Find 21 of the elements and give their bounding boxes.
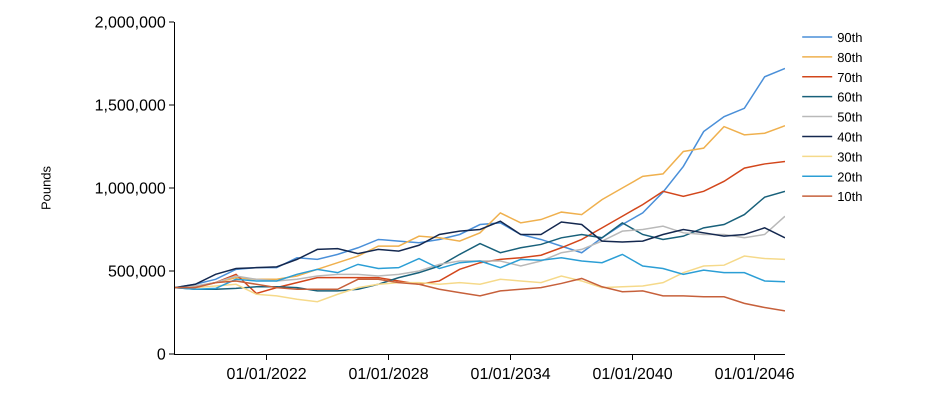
line-series: [175, 278, 785, 312]
x-tick-label: 01/01/2022: [226, 366, 307, 384]
y-tick-label: 1,500,000: [94, 98, 166, 115]
legend-label: 80th: [837, 50, 863, 65]
y-tick-label: 1,000,000: [94, 180, 166, 198]
legend-label: 50th: [837, 110, 863, 125]
legend-label: 60th: [837, 90, 863, 105]
y-tick-label: 2,000,000: [94, 14, 166, 32]
y-tick-label: 0: [156, 346, 166, 364]
legend-label: 70th: [837, 70, 863, 85]
x-tick-label: 01/01/2034: [470, 366, 551, 384]
legend-label: 30th: [837, 149, 863, 164]
y-axis-title: Pounds: [38, 165, 54, 210]
legend-label: 20th: [837, 169, 863, 184]
y-tick-label: 500,000: [108, 264, 166, 281]
legend-label: 10th: [837, 189, 863, 204]
legend-label: 90th: [837, 30, 863, 46]
x-tick-label: 01/01/2040: [592, 366, 673, 384]
legend-label: 40th: [837, 130, 863, 145]
x-tick-label: 01/01/2046: [714, 366, 795, 384]
x-tick-label: 01/01/2028: [348, 366, 429, 384]
